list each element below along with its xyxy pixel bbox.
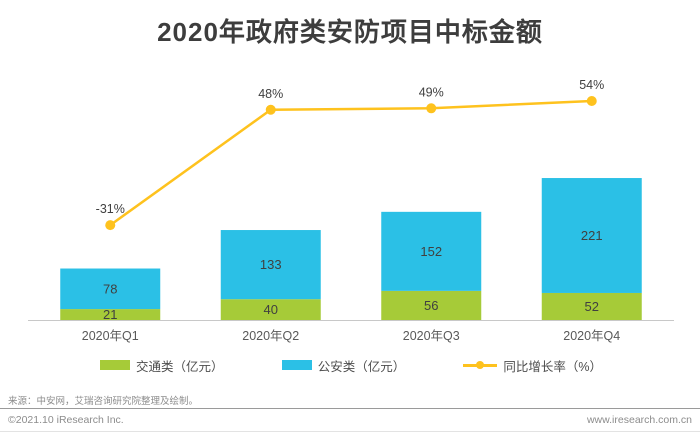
x-axis-label-0: 2020年Q1 [82, 329, 139, 343]
footer-divider [0, 408, 700, 409]
website-text: www.iresearch.com.cn [586, 414, 692, 426]
growth-point-1 [265, 104, 276, 115]
x-axis-label-2: 2020年Q3 [403, 329, 460, 343]
legend-label-traffic: 交通类（亿元） [136, 359, 224, 374]
police-swatch-icon [281, 360, 312, 370]
legend-item-growth: 同比增长率（%） [463, 356, 602, 375]
bar-segment-police-2 [381, 211, 482, 291]
bar-value-label-3: 221 [581, 228, 603, 243]
legend-item-traffic: 交通类（亿元） [100, 356, 224, 375]
bar-segment-traffic-1 [220, 299, 321, 320]
chart-title: 2020年政府类安防项目中标金额 [157, 17, 543, 47]
bar-segment-traffic-2 [381, 290, 482, 320]
bar-segment-police-3 [541, 178, 642, 293]
x-axis-label-1: 2020年Q2 [242, 329, 299, 343]
traffic-swatch-icon [100, 360, 130, 370]
bar-value-label-0: 21 [103, 307, 117, 322]
growth-point-2 [426, 103, 437, 114]
bar-segment-police-1 [220, 230, 321, 300]
growth-point-3 [586, 96, 597, 106]
bar-segment-traffic-0 [60, 309, 161, 320]
legend-label-police: 公安类（亿元） [317, 359, 406, 374]
growth-marker-dot [476, 361, 485, 369]
legend-label-growth: 同比增长率（%） [503, 359, 602, 374]
bar-value-label-0: 78 [103, 281, 117, 296]
bar-value-label-2: 56 [424, 298, 438, 313]
source-note: 来源：中安网，艾瑞咨询研究院整理及绘制。 [8, 396, 199, 407]
growth-label-0: -31% [96, 202, 125, 216]
copyright-text: ©2021.10 iResearch Inc. [8, 414, 124, 426]
bottom-divider [0, 431, 700, 432]
chart-legend: 交通类（亿元） 公安类（亿元） 同比增长率（%） [100, 356, 602, 374]
growth-point-0 [105, 220, 116, 231]
growth-line [109, 99, 592, 227]
bar-value-label-1: 133 [260, 257, 282, 272]
growth-label-1: 48% [258, 87, 283, 101]
growth-line-marker-icon [463, 360, 498, 370]
bar-value-label-2: 152 [420, 244, 442, 259]
x-axis-label-3: 2020年Q4 [563, 329, 620, 343]
bar-segment-traffic-3 [541, 292, 642, 320]
legend-item-police: 公安类（亿元） [281, 356, 406, 375]
bar-value-label-3: 52 [585, 299, 599, 314]
bar-segment-police-0 [60, 268, 161, 310]
bar-value-label-1: 40 [264, 302, 278, 317]
growth-label-3: 54% [579, 78, 604, 92]
growth-label-2: 49% [419, 85, 444, 99]
